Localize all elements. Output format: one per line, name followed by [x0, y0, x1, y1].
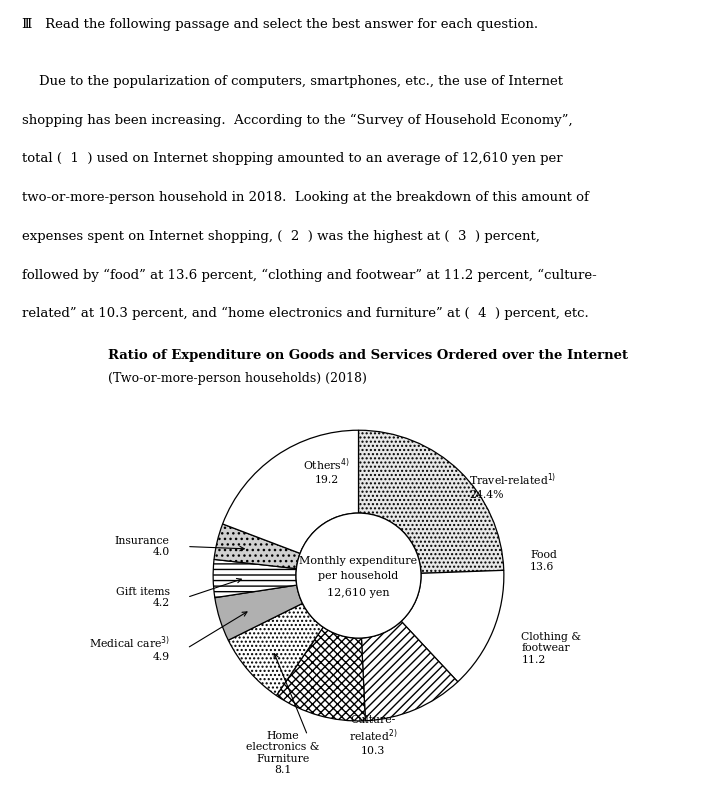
Text: total (  1  ) used on Internet shopping amounted to an average of 12,610 yen per: total ( 1 ) used on Internet shopping am…	[22, 152, 562, 166]
Text: Due to the popularization of computers, smartphones, etc., the use of Internet: Due to the popularization of computers, …	[22, 75, 563, 88]
Wedge shape	[228, 604, 323, 696]
Wedge shape	[361, 621, 457, 721]
Text: Monthly expenditure: Monthly expenditure	[300, 556, 417, 566]
Text: Home
electronics &
Furniture
8.1: Home electronics & Furniture 8.1	[246, 731, 320, 775]
Wedge shape	[215, 585, 303, 640]
Text: Insurance
4.0: Insurance 4.0	[115, 536, 169, 557]
Wedge shape	[276, 627, 366, 721]
Text: Ratio of Expenditure on Goods and Services Ordered over the Internet: Ratio of Expenditure on Goods and Servic…	[108, 349, 629, 362]
Wedge shape	[402, 570, 504, 682]
Text: per household: per household	[318, 570, 399, 581]
Text: Culture-
related$^{2)}$
10.3: Culture- related$^{2)}$ 10.3	[348, 715, 397, 756]
Text: Food
13.6: Food 13.6	[530, 550, 557, 572]
Wedge shape	[222, 430, 358, 553]
Text: (Two-or-more-person households) (2018): (Two-or-more-person households) (2018)	[108, 372, 367, 385]
Text: Ⅲ   Read the following passage and select the best answer for each question.: Ⅲ Read the following passage and select …	[22, 18, 538, 32]
Text: 12,610 yen: 12,610 yen	[327, 588, 390, 598]
Text: expenses spent on Internet shopping, (  2  ) was the highest at (  3  ) percent,: expenses spent on Internet shopping, ( 2…	[22, 230, 539, 243]
Text: Others$^{4)}$
19.2: Others$^{4)}$ 19.2	[303, 457, 350, 485]
Text: related” at 10.3 percent, and “home electronics and furniture” at (  4  ) percen: related” at 10.3 percent, and “home elec…	[22, 307, 588, 320]
Text: Clothing &
footwear
11.2: Clothing & footwear 11.2	[521, 632, 581, 665]
Text: shopping has been increasing.  According to the “Survey of Household Economy”,: shopping has been increasing. According …	[22, 114, 572, 127]
Text: two-or-more-person household in 2018.  Looking at the breakdown of this amount o: two-or-more-person household in 2018. Lo…	[22, 191, 589, 204]
Circle shape	[296, 513, 421, 638]
Text: Medical care$^{3)}$
4.9: Medical care$^{3)}$ 4.9	[88, 634, 169, 663]
Wedge shape	[358, 430, 504, 574]
Text: followed by “food” at 13.6 percent, “clothing and footwear” at 11.2 percent, “cu: followed by “food” at 13.6 percent, “clo…	[22, 269, 597, 282]
Text: Travel-related$^{1)}$
24.4%: Travel-related$^{1)}$ 24.4%	[469, 472, 556, 500]
Wedge shape	[214, 524, 300, 569]
Text: Gift items
4.2: Gift items 4.2	[115, 587, 169, 608]
Wedge shape	[213, 559, 297, 598]
